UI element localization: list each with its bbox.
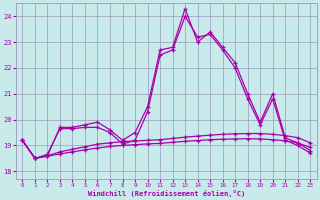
X-axis label: Windchill (Refroidissement éolien,°C): Windchill (Refroidissement éolien,°C)	[88, 190, 245, 197]
